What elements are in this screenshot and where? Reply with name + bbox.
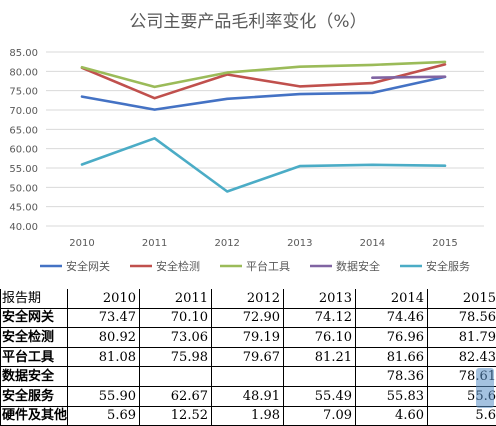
table-cell: 55.90	[68, 386, 140, 406]
chart-area: 公司主要产品毛利率变化（%） 40.00 45.00 50.00 55.00 60.00 6…	[0, 0, 496, 283]
table-cell	[140, 367, 212, 387]
row-label: 安全网关	[1, 308, 68, 328]
y-tick-label: 75.00	[9, 87, 38, 98]
table-cell: 78.36	[356, 367, 428, 387]
row-label: 硬件及其他	[1, 406, 68, 426]
y-tick-label: 45.00	[9, 203, 38, 214]
table-cell: 2011	[140, 289, 212, 308]
y-tick-label: 40.00	[9, 222, 38, 233]
table-cell: 73.47	[68, 308, 140, 328]
table-cell	[284, 367, 356, 387]
table-cell: 81.66	[356, 347, 428, 367]
x-tick-label: 2013	[287, 238, 312, 249]
legend-label: 安全服务	[426, 259, 470, 273]
table-cell: 2015	[428, 289, 496, 308]
series-line	[82, 138, 445, 191]
series-line	[372, 77, 445, 78]
table-cell: 76.10	[284, 328, 356, 348]
table-cell: 2013	[284, 289, 356, 308]
table-cell: 12.52	[140, 406, 212, 426]
x-tick-label: 2014	[360, 238, 385, 249]
x-tick-label: 2010	[69, 238, 94, 249]
table-cell	[68, 367, 140, 387]
table-cell: 81.08	[68, 347, 140, 367]
table-cell: 4.60	[356, 406, 428, 426]
table-cell: 2010	[68, 289, 140, 308]
table-cell: 70.10	[140, 308, 212, 328]
table-cell: 81.79	[428, 328, 496, 348]
legend-label: 数据安全	[336, 259, 380, 273]
table-cell: 82.43	[428, 347, 496, 367]
y-tick-label: 60.00	[9, 145, 38, 156]
table-cell: 7.09	[284, 406, 356, 426]
x-tick-label: 2012	[214, 238, 239, 249]
watermark-logo	[476, 368, 494, 408]
row-label: 报告期	[1, 289, 68, 308]
table-cell	[212, 367, 284, 387]
series-line	[82, 62, 445, 87]
row-label: 安全服务	[1, 386, 68, 406]
x-tick-label: 2015	[432, 238, 457, 249]
line-chart: 公司主要产品毛利率变化（%） 40.00 45.00 50.00 55.00 60.00 6…	[0, 0, 496, 283]
table-cell: 73.06	[140, 328, 212, 348]
y-tick-label: 80.00	[9, 67, 38, 78]
table-cell: 2012	[212, 289, 284, 308]
x-tick-label: 2011	[142, 238, 167, 249]
y-tick-label: 65.00	[9, 125, 38, 136]
y-tick-label: 85.00	[9, 48, 38, 59]
legend-label: 安全网关	[66, 259, 110, 273]
table-cell: 55.49	[284, 386, 356, 406]
table-cell: 74.46	[356, 308, 428, 328]
legend-label: 平台工具	[246, 259, 290, 273]
table-cell: 79.67	[212, 347, 284, 367]
y-tick-label: 50.00	[9, 183, 38, 194]
table-cell: 5.6	[428, 406, 496, 426]
row-label: 平台工具	[1, 347, 68, 367]
table-cell: 80.92	[68, 328, 140, 348]
table-cell: 2014	[356, 289, 428, 308]
row-label: 数据安全	[1, 367, 68, 387]
y-tick-label: 70.00	[9, 106, 38, 117]
table-cell: 78.56	[428, 308, 496, 328]
table-cell: 74.12	[284, 308, 356, 328]
table-cell: 79.19	[212, 328, 284, 348]
table-cell: 5.69	[68, 406, 140, 426]
table-cell: 76.96	[356, 328, 428, 348]
table-cell: 48.91	[212, 386, 284, 406]
table-cell: 55.83	[356, 386, 428, 406]
legend-label: 安全检测	[156, 259, 200, 273]
row-label: 安全检测	[1, 328, 68, 348]
y-tick-label: 55.00	[9, 164, 38, 175]
table-cell: 62.67	[140, 386, 212, 406]
table-cell: 75.98	[140, 347, 212, 367]
table-cell: 1.98	[212, 406, 284, 426]
table-cell: 72.90	[212, 308, 284, 328]
chart-title: 公司主要产品毛利率变化（%）	[129, 12, 366, 32]
table-cell: 81.21	[284, 347, 356, 367]
